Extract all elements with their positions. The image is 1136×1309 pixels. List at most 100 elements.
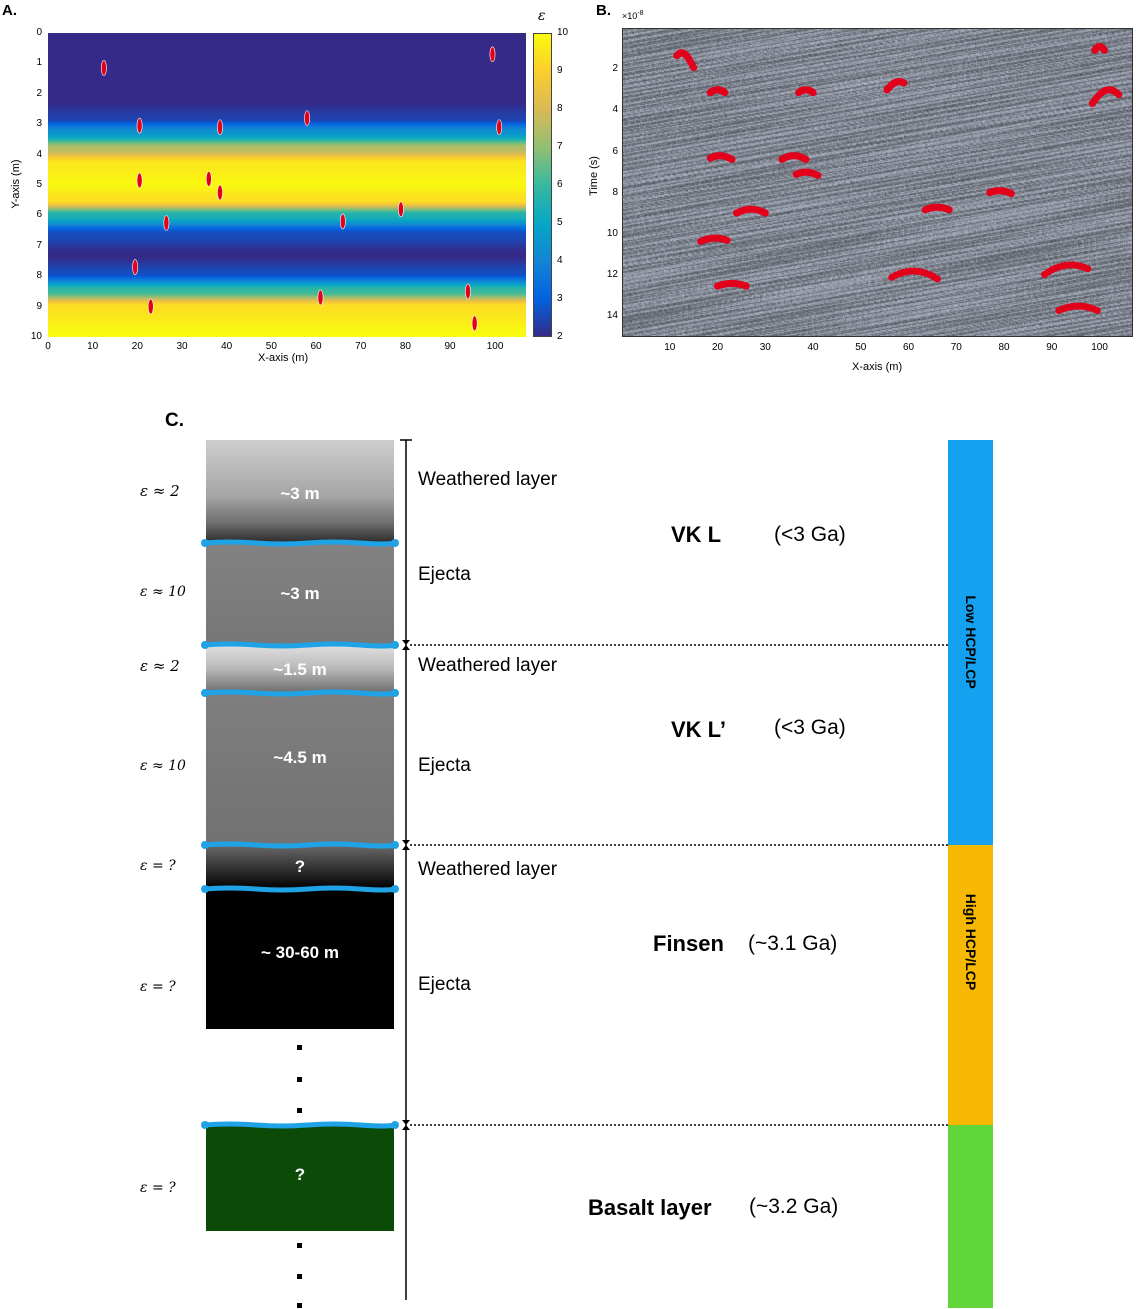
x-tick-label: 60 [310,341,322,352]
layer-weathered-3-block [206,845,394,889]
continuation-dot [297,1303,302,1308]
panel-b-ylabel: Time (s) [588,156,600,196]
hyperbola-point [1093,306,1101,315]
y-tick-label: 4 [612,104,618,116]
bracket-arrows [402,640,410,1130]
exponent-base: ×10 [622,11,638,21]
x-tick-label: 30 [759,342,771,353]
panel-b-xlabel: X-axis (m) [852,361,903,373]
continuation-dot [297,1077,302,1082]
x-tick-label: 40 [807,342,819,353]
scatterer-markers [100,46,503,332]
x-tick-label: 50 [265,341,277,352]
hyperbola-point [690,63,698,72]
permittivity-label: ε ≈ 2 [140,657,180,675]
layer-name: Ejecta [418,564,471,585]
hyperbola-point [1115,90,1123,99]
exponent-value: -8 [637,10,644,17]
low-hcp-label: Low HCP/LCP [963,595,979,689]
permittivity-heatmap [48,33,526,337]
panel-a-ylabel: Y-axis (m) [10,159,22,209]
basalt-bar [948,1125,993,1308]
y-tick-label: 1 [36,57,42,69]
y-tick-label: 5 [36,179,42,190]
panel-a-label: A. [2,2,17,19]
hyperbola-point [728,155,736,164]
scatterer-marker [132,259,139,275]
layer-basalt-block [206,1125,394,1231]
unit-age: (<3 Ga) [774,523,846,546]
thickness-label: ? [294,857,306,876]
hyperbola-point [809,88,817,97]
hyperbola-point [802,155,810,164]
hyperbola-point [900,79,908,87]
permittivity-label: ε = ? [140,858,176,874]
unit-age: (~3.1 Ga) [748,932,838,955]
layer-name: Weathered layer [418,859,558,880]
x-tick-label: 10 [87,341,99,352]
x-tick-label: 100 [486,341,504,352]
layer-ejecta-3-block [206,889,394,1029]
scatterer-marker [205,171,212,187]
hyperbola-markers [673,42,1123,315]
layer-weathered-1-block [206,440,394,543]
x-tick-label: 50 [855,342,867,353]
panel-b-frame [622,28,1133,337]
layer-name: Weathered layer [418,469,558,490]
hyperbola-point [761,209,769,217]
x-tick-label: 40 [221,341,233,352]
exponent-label: ×10-8 [622,10,644,21]
x-tick-label: 90 [444,341,456,352]
x-tick-label: 70 [950,342,962,353]
permittivity-label: ε ≈ 10 [140,758,186,774]
high-hcp-label: High HCP/LCP [963,893,979,991]
layer-name: Ejecta [418,974,471,995]
y-tick-label: 6 [612,145,618,157]
hyperbola-point [1007,190,1015,198]
x-tick-label: 0 [45,341,51,352]
y-tick-label: 8 [612,186,618,198]
x-tick-label: 20 [711,342,724,353]
y-tick-label: 0 [36,27,42,38]
hyperbola-point [721,88,729,97]
thickness-label: ~3 m [280,484,320,503]
colorbar-tick-label: 10 [557,27,569,38]
colorbar-tick-label: 3 [557,293,563,304]
colorbar-tick-label: 4 [557,255,563,266]
y-tick-label: 2 [612,63,618,75]
scatterer-marker [471,315,478,332]
y-tick-label: 14 [606,310,618,322]
unit-age: (<3 Ga) [774,716,846,739]
scatterer-marker [496,119,503,136]
permittivity-label: ε ≈ 2 [140,482,180,500]
x-tick-label: 10 [664,342,676,353]
layer-name: Weathered layer [418,655,558,676]
x-tick-label: 80 [998,342,1010,353]
y-tick-label: 8 [36,270,42,282]
scatterer-marker [317,289,324,306]
high-hcp-bar [948,845,993,1125]
colorbar [533,33,552,337]
colorbar-tick-label: 6 [557,179,563,190]
x-tick-label: 90 [1046,342,1058,353]
colorbar-label: ε [538,8,546,24]
y-tick-label: 4 [36,148,42,160]
scatterer-marker [489,46,496,63]
scatterer-marker [136,172,143,189]
scatterer-marker [100,60,107,76]
colorbar-tick-label: 2 [557,331,563,342]
scatterer-marker [339,213,346,230]
panel-a-xlabel: X-axis (m) [258,352,309,364]
radargram-image [622,28,1133,337]
scatterer-marker [304,110,311,126]
thickness-label: ~3 m [280,584,320,603]
thickness-label: ~4.5 m [273,748,327,767]
continuation-dot [297,1243,302,1248]
x-tick-label: 30 [176,341,188,352]
thickness-label: ? [294,1165,306,1184]
scatterer-marker [398,201,404,218]
x-tick-label: 60 [902,342,915,353]
hyperbola-point [814,171,822,180]
thickness-label: ~1.5 m [273,660,327,679]
colorbar-tick-label: 8 [557,103,563,114]
